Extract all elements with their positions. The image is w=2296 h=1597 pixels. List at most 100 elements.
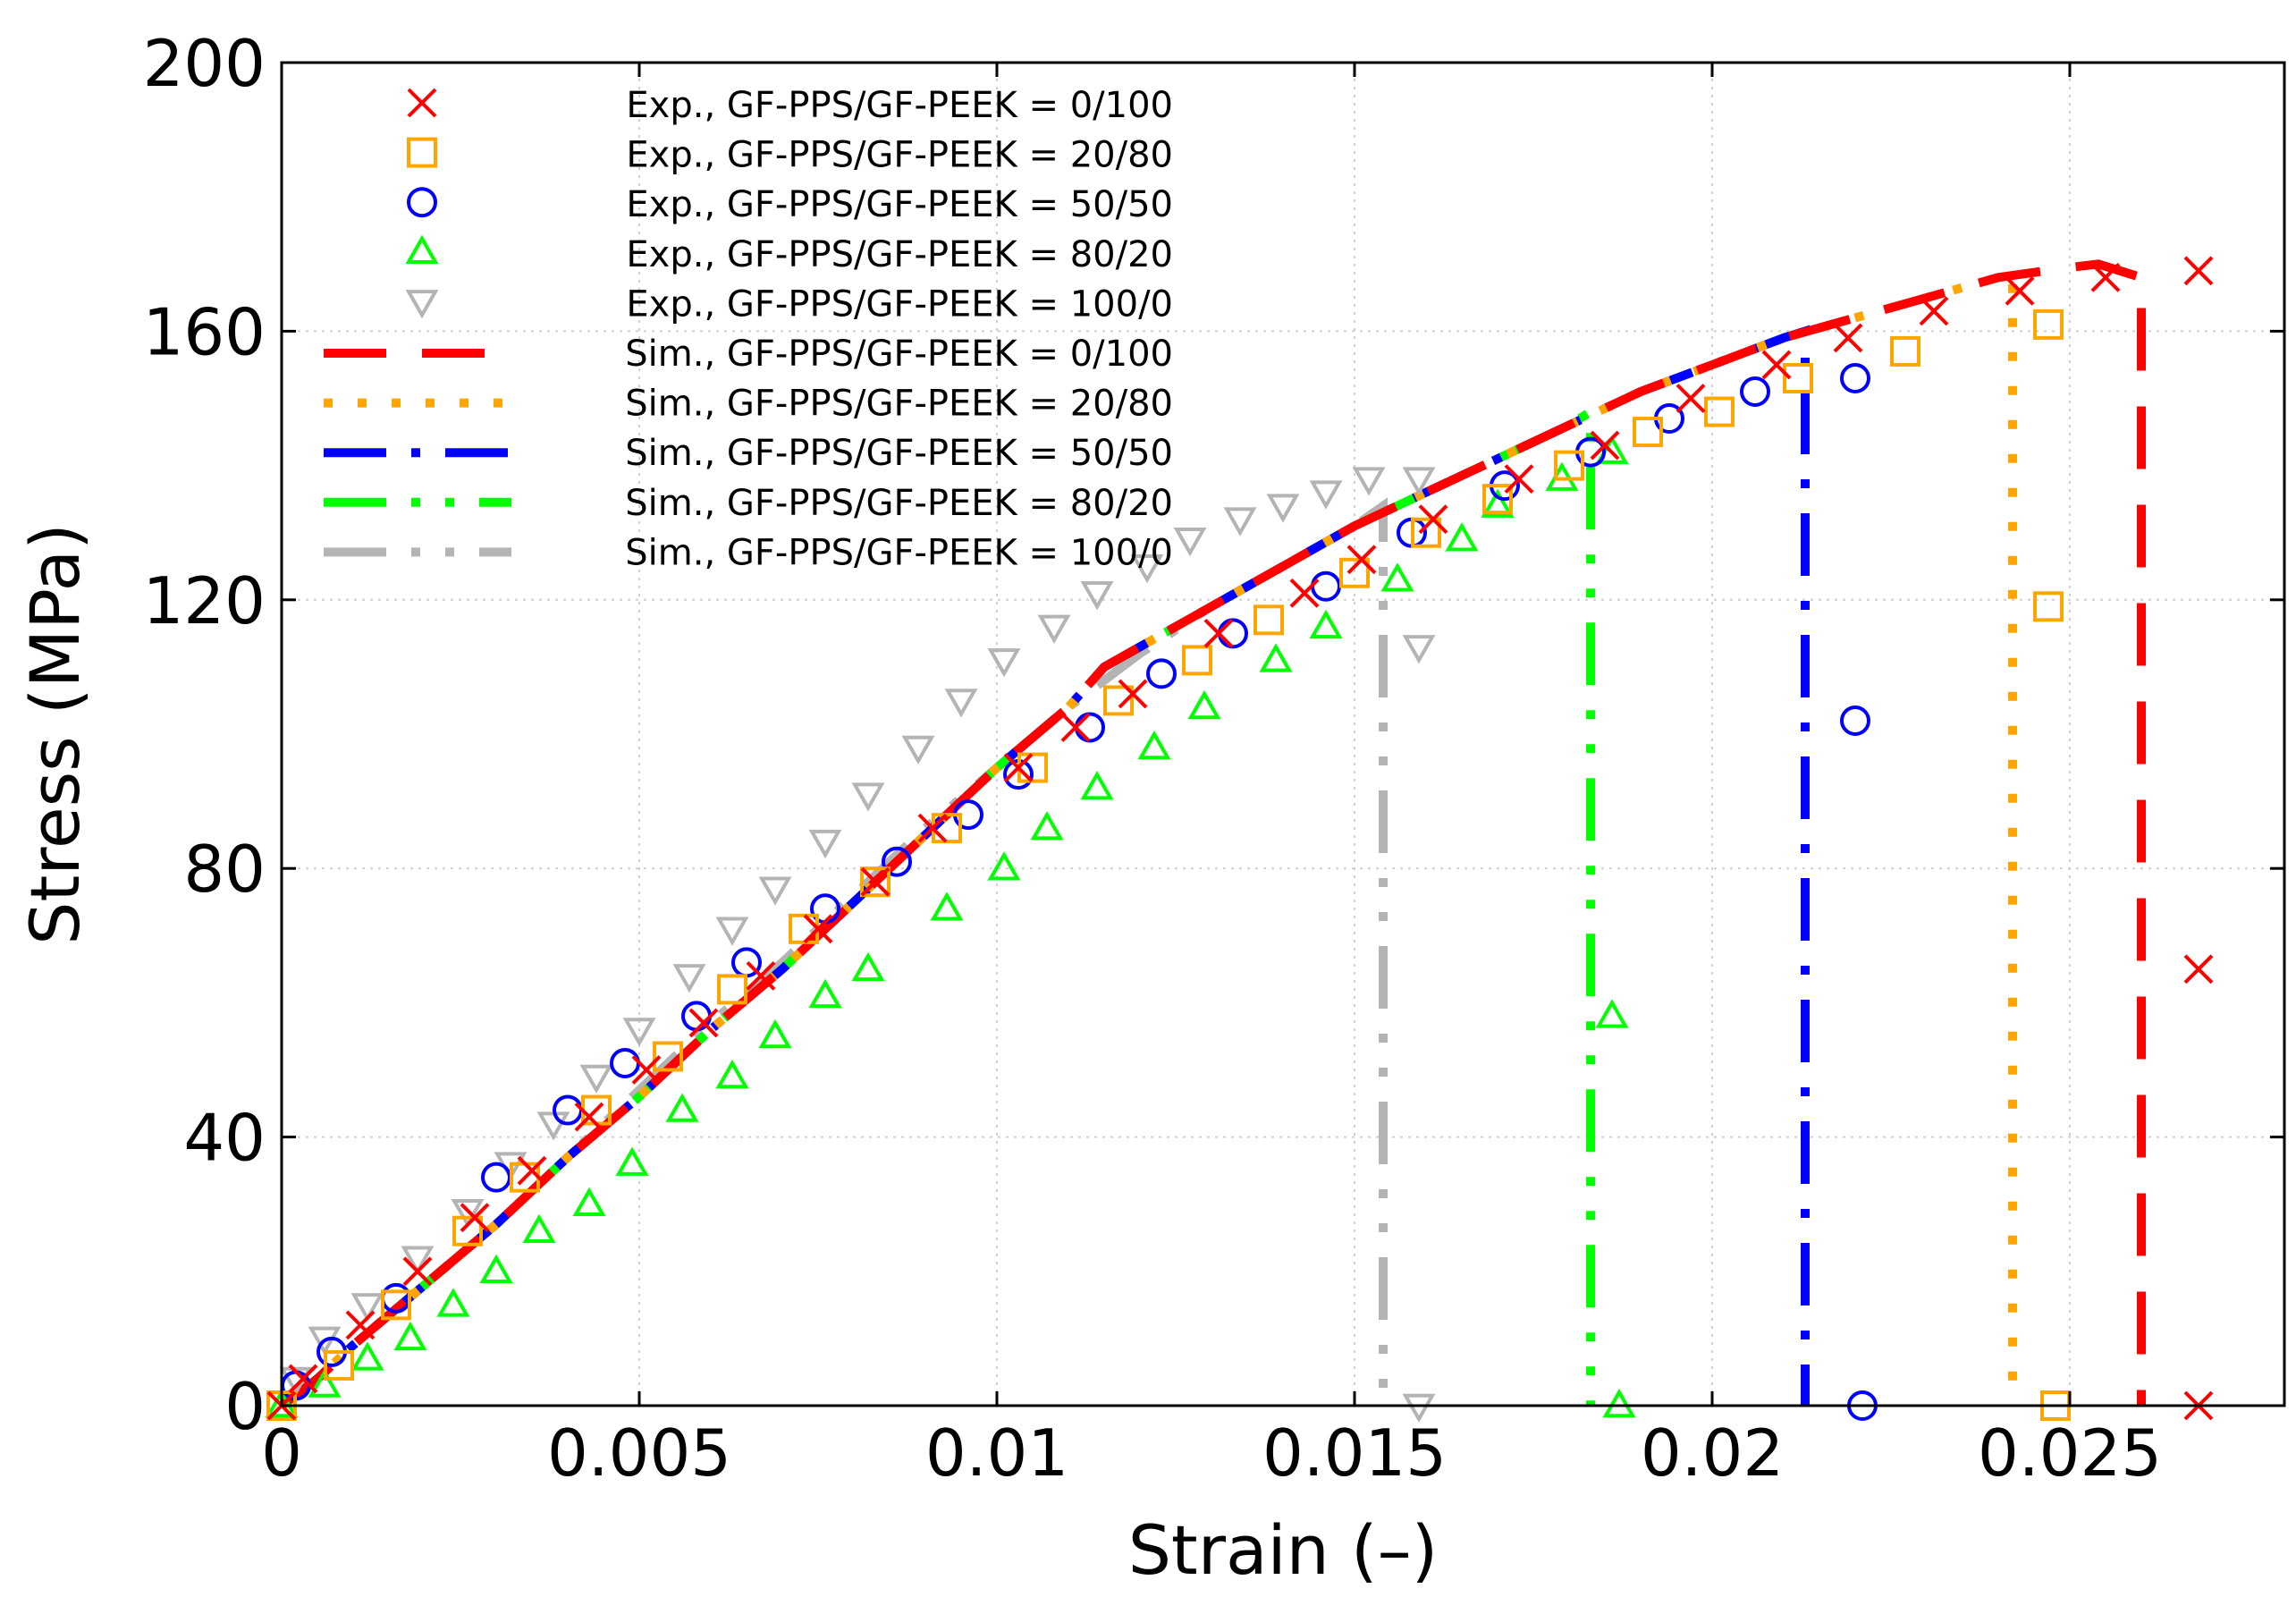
triangle-up-marker: [350, 1341, 384, 1371]
cross-marker: [1003, 753, 1034, 782]
square-marker: [1182, 645, 1212, 676]
triangle-up-marker: [1080, 771, 1114, 800]
legend-label: Exp., GF-PPS/GF-PEEK = 80/20: [626, 234, 1173, 275]
triangle-up-marker: [393, 1321, 427, 1351]
square-marker: [381, 1289, 411, 1321]
triangle-down-marker: [1266, 494, 1300, 523]
cross-marker: [1504, 464, 1534, 494]
axis-ticks: 0 0.005 0.01 0.015 0.02 0.025 0 40 80 120 160 200: [143, 26, 2284, 1491]
square-marker: [1411, 517, 1441, 548]
triangle-up-marker: [987, 851, 1021, 881]
triangle-up-marker: [1309, 609, 1343, 639]
triangle-down-marker: [1223, 507, 1257, 537]
triangle-down-marker: [1352, 467, 1386, 496]
cross-marker: [407, 88, 437, 118]
sim-curve: [279, 259, 2146, 1409]
legend-label: Sim., GF-PPS/GF-PEEK = 100/0: [625, 532, 1173, 573]
cross-marker: [746, 960, 776, 991]
triangle-up-marker: [405, 234, 439, 265]
cross-marker: [574, 1102, 604, 1132]
cross-marker: [517, 1155, 547, 1186]
triangle-down-marker: [715, 917, 749, 946]
x-tick-label: 0.02: [1641, 1415, 1784, 1491]
triangle-down-marker: [808, 829, 842, 859]
triangle-down-marker: [1130, 554, 1164, 584]
square-marker: [1633, 417, 1663, 448]
cross-marker: [2183, 954, 2214, 984]
square-marker: [717, 974, 747, 1005]
cross-marker: [1676, 384, 1706, 413]
cross-marker: [1346, 545, 1377, 575]
cross-marker: [402, 1256, 433, 1287]
cross-marker: [345, 1310, 376, 1340]
cross-marker: [1118, 679, 1148, 709]
y-tick-label: 0: [224, 1369, 266, 1444]
triangle-up-marker: [808, 978, 842, 1009]
triangle-up-marker: [522, 1213, 556, 1243]
triangle-up-marker: [1137, 730, 1171, 760]
square-marker: [1339, 557, 1370, 588]
cross-marker: [917, 813, 948, 843]
cross-marker: [860, 866, 891, 897]
square-marker: [324, 1349, 354, 1381]
cross-marker: [631, 1055, 662, 1085]
triangle-up-marker: [1380, 562, 1414, 592]
triangle-down-marker: [1402, 467, 1436, 496]
triangle-down-marker: [758, 876, 792, 906]
square-marker: [407, 137, 437, 168]
triangle-down-marker: [405, 290, 439, 319]
triangle-up-marker: [479, 1254, 513, 1284]
circle-marker: [882, 846, 912, 877]
y-axis-title: Stress (MPa): [15, 523, 95, 945]
triangle-up-marker: [851, 951, 885, 982]
triangle-up-marker: [265, 1388, 299, 1418]
triangle-down-marker: [944, 689, 978, 718]
legend-label: Exp., GF-PPS/GF-PEEK = 100/0: [626, 283, 1173, 325]
triangle-down-marker: [1309, 480, 1343, 510]
circle-marker: [1840, 362, 1870, 393]
triangle-up-marker: [715, 1059, 749, 1089]
triangle-up-marker: [615, 1146, 649, 1176]
triangle-up-marker: [1595, 999, 1629, 1028]
triangle-down-marker: [901, 735, 935, 765]
legend-label: Exp., GF-PPS/GF-PEEK = 20/80: [626, 135, 1173, 176]
y-tick-label: 40: [183, 1101, 266, 1176]
cross-marker: [1418, 504, 1448, 535]
square-marker: [452, 1215, 483, 1246]
triangle-down-marker: [672, 964, 706, 993]
legend: Exp., GF-PPS/GF-PEEK = 0/100 Exp., GF-PPS…: [324, 85, 1173, 573]
cross-marker: [1590, 430, 1620, 461]
triangle-down-marker: [1173, 527, 1207, 557]
cross-marker: [688, 1008, 719, 1038]
cross-marker: [2090, 262, 2121, 292]
legend-label: Sim., GF-PPS/GF-PEEK = 0/100: [625, 334, 1173, 375]
y-tick-label: 120: [143, 563, 266, 638]
square-marker: [860, 866, 891, 898]
cross-marker: [1919, 296, 1949, 326]
cross-marker: [1761, 350, 1792, 380]
triangle-up-marker: [1259, 643, 1293, 672]
legend-label: Sim., GF-PPS/GF-PEEK = 20/80: [625, 384, 1173, 425]
triangle-down-marker: [579, 1064, 613, 1094]
x-tick-label: 0.005: [547, 1415, 731, 1491]
triangle-up-marker: [1445, 522, 1479, 552]
cross-marker: [460, 1203, 490, 1233]
cross-marker: [2183, 256, 2214, 286]
triangle-up-marker: [572, 1187, 606, 1216]
circle-marker: [407, 187, 437, 218]
legend-label: Sim., GF-PPS/GF-PEEK = 80/20: [625, 483, 1173, 524]
cross-marker: [803, 914, 833, 944]
triangle-down-marker: [987, 648, 1021, 678]
triangle-up-marker: [930, 891, 964, 921]
square-marker: [1103, 685, 1134, 716]
legend-label: Exp., GF-PPS/GF-PEEK = 50/50: [626, 184, 1173, 225]
triangle-down-marker: [1402, 1393, 1436, 1424]
cross-marker: [1289, 578, 1320, 608]
triangle-up-marker: [665, 1093, 699, 1122]
x-tick-label: 0.015: [1262, 1415, 1447, 1491]
triangle-down-marker: [1080, 581, 1114, 611]
cross-marker: [1203, 618, 1234, 648]
triangle-down-marker: [1037, 614, 1071, 644]
square-marker: [2033, 308, 2064, 340]
